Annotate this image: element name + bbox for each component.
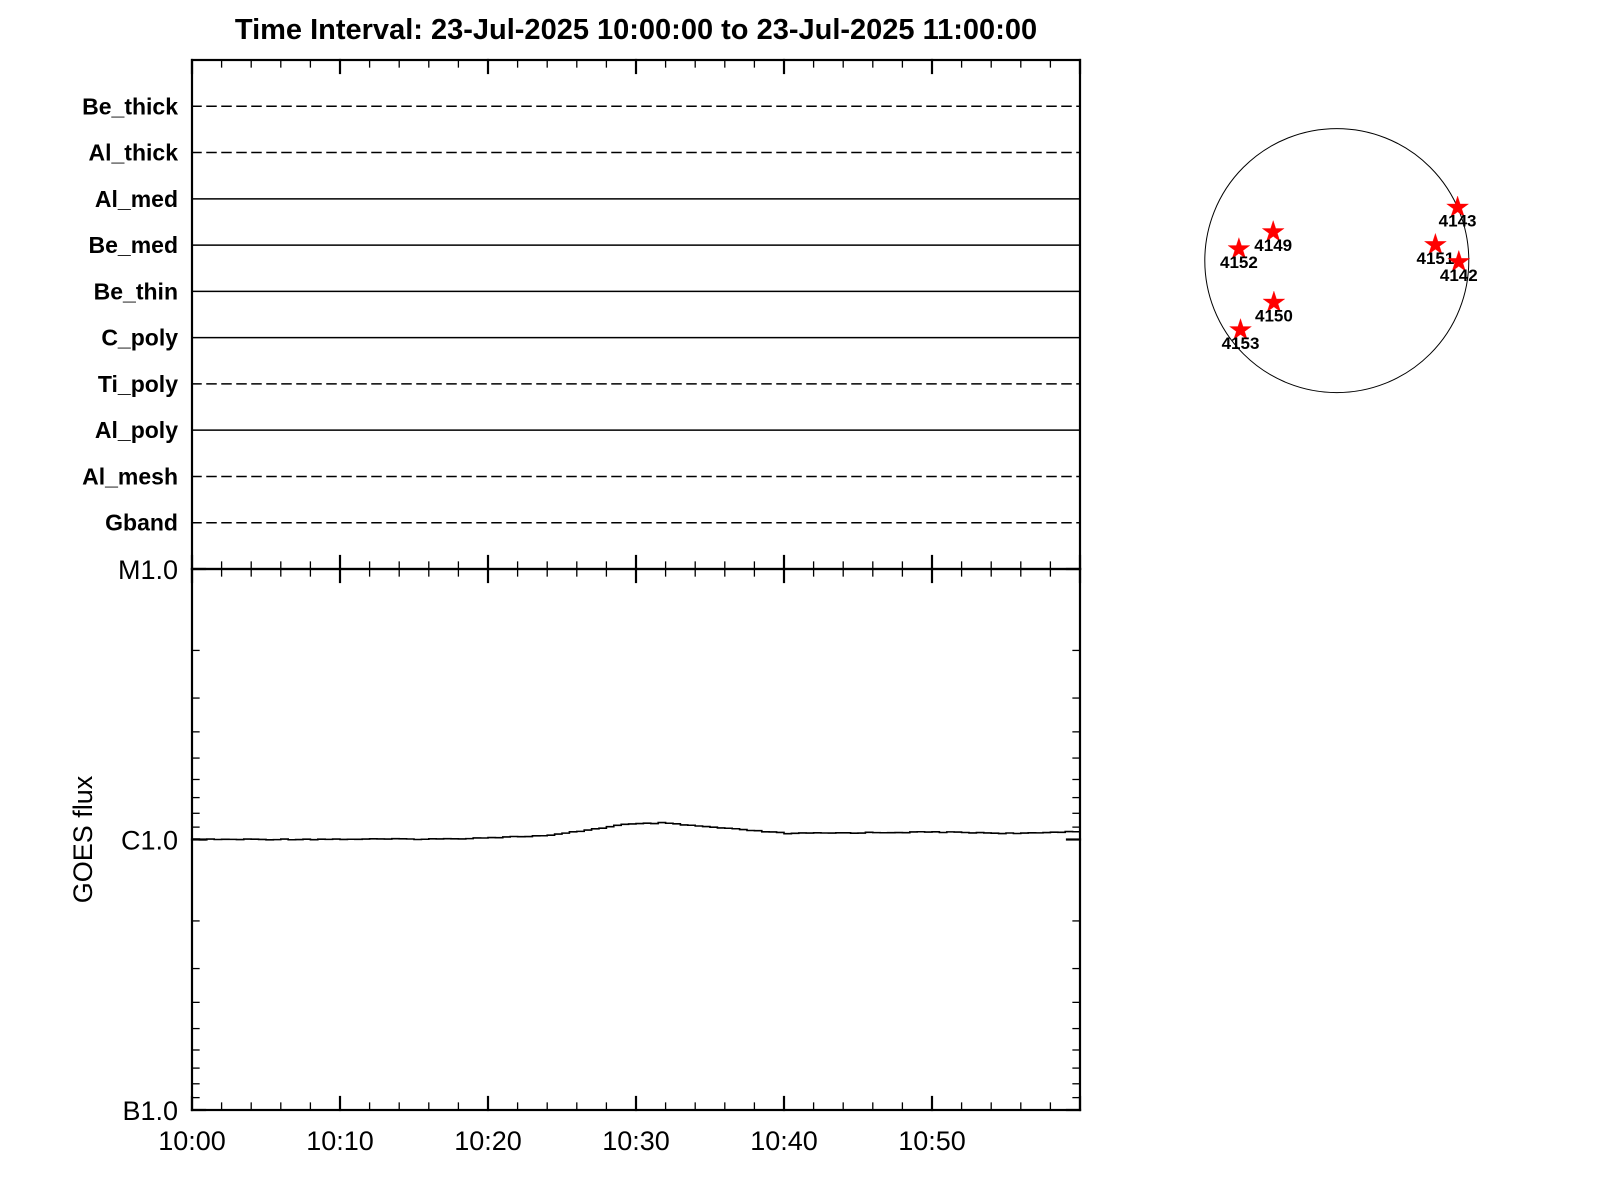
svg-text:Al_thick: Al_thick [89,140,179,166]
svg-text:Be_med: Be_med [89,232,178,258]
svg-text:Al_med: Al_med [95,186,178,212]
svg-text:4143: 4143 [1439,212,1477,231]
svg-text:Al_mesh: Al_mesh [82,463,178,489]
svg-text:10:50: 10:50 [898,1126,966,1156]
svg-text:4149: 4149 [1254,236,1292,255]
svg-text:C_poly: C_poly [101,325,178,351]
svg-text:C1.0: C1.0 [121,826,178,856]
svg-text:GOES flux: GOES flux [68,775,98,903]
svg-text:Be_thin: Be_thin [94,278,178,304]
svg-text:10:20: 10:20 [454,1126,522,1156]
svg-text:4153: 4153 [1222,334,1260,353]
svg-text:10:10: 10:10 [306,1126,374,1156]
svg-text:4152: 4152 [1220,253,1258,272]
svg-text:10:40: 10:40 [750,1126,818,1156]
svg-text:Ti_poly: Ti_poly [98,371,178,397]
svg-text:M1.0: M1.0 [118,555,178,585]
svg-text:Al_poly: Al_poly [95,417,178,443]
svg-text:4150: 4150 [1255,307,1293,326]
svg-text:Be_thick: Be_thick [82,93,178,119]
svg-text:Gband: Gband [105,510,178,536]
svg-text:4142: 4142 [1440,266,1478,285]
svg-text:10:30: 10:30 [602,1126,670,1156]
svg-text:B1.0: B1.0 [122,1096,178,1126]
svg-text:10:00: 10:00 [158,1126,226,1156]
